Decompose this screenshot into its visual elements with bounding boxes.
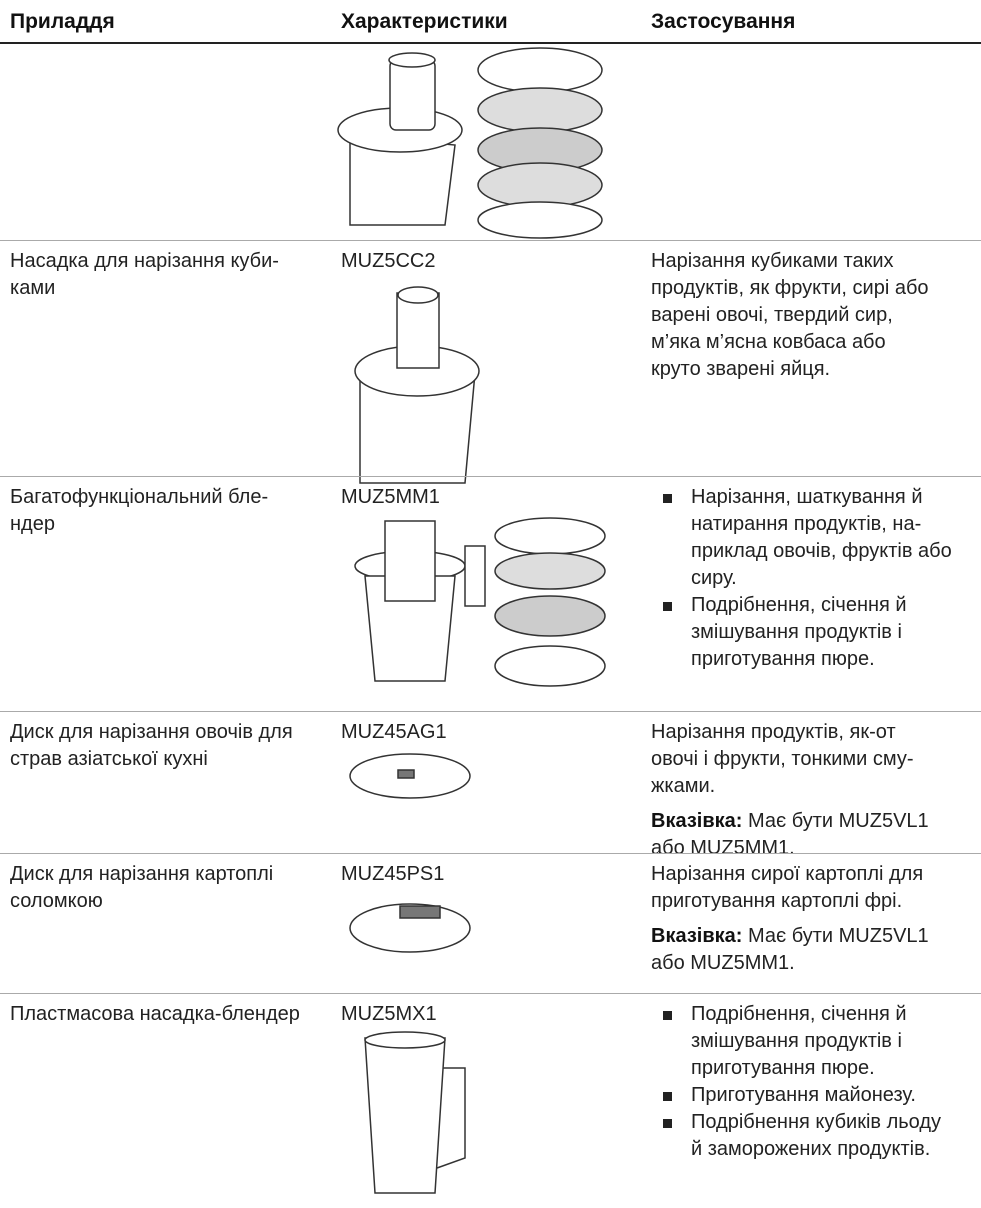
header-rule xyxy=(0,42,981,44)
row-rule xyxy=(0,853,981,854)
header-cell: Застосування xyxy=(651,10,796,33)
text-line: Має бути MUZ5VL1 xyxy=(747,925,929,947)
image xyxy=(349,903,471,953)
image xyxy=(354,286,480,484)
text-line: продуктів, як фрукти, сирі або xyxy=(651,277,929,299)
note: Вказівка: Має бути MUZ5VL1 або MUZ5MM1. xyxy=(651,923,976,977)
text-line: Диск для нарізання овочів для xyxy=(10,721,293,743)
text-line: Пластмасова насадка-блендер xyxy=(10,1003,300,1025)
text-line: натирання продуктів, на- xyxy=(691,513,922,535)
usage-cell: Нарізання продуктів, як-от овочі і фрукти… xyxy=(651,719,976,862)
bullet xyxy=(663,1119,672,1128)
text-line: Диск для нарізання картоплі xyxy=(10,863,274,885)
accessory-cell: Диск для нарізання овочів для страв азіат… xyxy=(10,719,293,773)
row-rule xyxy=(0,476,981,477)
image xyxy=(364,1031,466,1194)
text-line: Нарізання кубиками таких xyxy=(651,250,894,272)
note-label: Вказівка: xyxy=(651,810,743,832)
model-cell: MUZ5MX1 xyxy=(341,1003,437,1025)
bullet-item: Подрібнення, січення й змішування продукт… xyxy=(651,592,976,673)
note-label: Вказівка: xyxy=(651,925,743,947)
text-line: й заморожених продуктів. xyxy=(691,1138,931,1160)
bullet xyxy=(663,494,672,503)
text-line: Подрібнення, січення й xyxy=(691,1003,907,1025)
text-line: Багатофункціональний бле- xyxy=(10,486,269,508)
text-line: Нарізання сирої картоплі для xyxy=(651,863,924,885)
model-cell: MUZ45PS1 xyxy=(341,863,445,885)
model-cell: MUZ45AG1 xyxy=(341,721,447,743)
bullet xyxy=(663,602,672,611)
bullet xyxy=(663,1011,672,1020)
text-line: ками xyxy=(10,277,56,299)
usage-cell: Нарізання, шаткування й натирання продукт… xyxy=(651,484,976,673)
row-rule xyxy=(0,711,981,712)
note-line: Вказівка: Має бути MUZ5VL1 xyxy=(651,808,976,835)
text-line: ндер xyxy=(10,513,55,535)
text-line: змішування продуктів і xyxy=(691,621,902,643)
model-cell: MUZ5MM1 xyxy=(341,486,440,508)
text-line: Приготування майонезу. xyxy=(691,1084,916,1106)
text-line: овочі і фрукти, тонкими сму- xyxy=(651,748,914,770)
accessory-cell: Багатофункціональний бле-ндер xyxy=(10,484,268,538)
text-line: Подрібнення, січення й xyxy=(691,594,907,616)
text-line: Має бути MUZ5VL1 xyxy=(747,810,929,832)
bullet-item: Подрібнення, січення й змішування продукт… xyxy=(651,1001,976,1082)
note-line: Вказівка: Має бути MUZ5VL1 xyxy=(651,923,976,950)
header-cell: Приладдя xyxy=(10,10,115,33)
text-line: сиру. xyxy=(691,567,737,589)
text-line: м’яка м’ясна ковбаса або xyxy=(651,331,886,353)
bullet-item: Подрібнення кубиків льоду й заморожених п… xyxy=(651,1109,976,1163)
text-line: Подрібнення кубиків льоду xyxy=(691,1111,942,1133)
header-cell: Характеристики xyxy=(341,10,508,33)
text-line: приготування картоплі фрі. xyxy=(651,890,903,912)
usage-cell: Нарізання кубиками таких продуктів, як фр… xyxy=(651,248,976,383)
accessory-cell: Диск для нарізання картоплі соломкою xyxy=(10,861,273,915)
row-rule xyxy=(0,993,981,994)
text-line: круто зварені яйця. xyxy=(651,358,831,380)
text-line: приготування пюре. xyxy=(691,648,875,670)
text-line: Насадка для нарізання куби- xyxy=(10,250,279,272)
usage-cell: Подрібнення, січення й змішування продукт… xyxy=(651,1001,976,1163)
text-line: жками. xyxy=(651,775,716,797)
image xyxy=(349,753,471,799)
model-cell: MUZ5CC2 xyxy=(341,250,436,272)
text-line: змішування продуктів і xyxy=(691,1030,902,1052)
image xyxy=(337,47,603,239)
accessory-cell: Насадка для нарізання куби-ками xyxy=(10,248,279,302)
bullet-item: Приготування майонезу. xyxy=(651,1082,976,1109)
text-line: або MUZ5MM1. xyxy=(651,952,795,974)
image xyxy=(354,517,606,687)
text-line: або MUZ5MM1. xyxy=(651,837,795,859)
text-line: Нарізання продуктів, як-от xyxy=(651,721,896,743)
usage-cell: Нарізання сирої картоплі для приготування… xyxy=(651,861,976,977)
text-line: приготування пюре. xyxy=(691,1057,875,1079)
text-line: страв азіатської кухні xyxy=(10,748,208,770)
text-line: варені овочі, твердий сир, xyxy=(651,304,893,326)
text-line: приклад овочів, фруктів або xyxy=(691,540,952,562)
text-line: Нарізання, шаткування й xyxy=(691,486,923,508)
bullet-item: Нарізання, шаткування й натирання продукт… xyxy=(651,484,976,592)
text-line: соломкою xyxy=(10,890,103,912)
row-rule xyxy=(0,240,981,241)
accessory-cell: Пластмасова насадка-блендер xyxy=(10,1001,300,1028)
bullet xyxy=(663,1092,672,1101)
